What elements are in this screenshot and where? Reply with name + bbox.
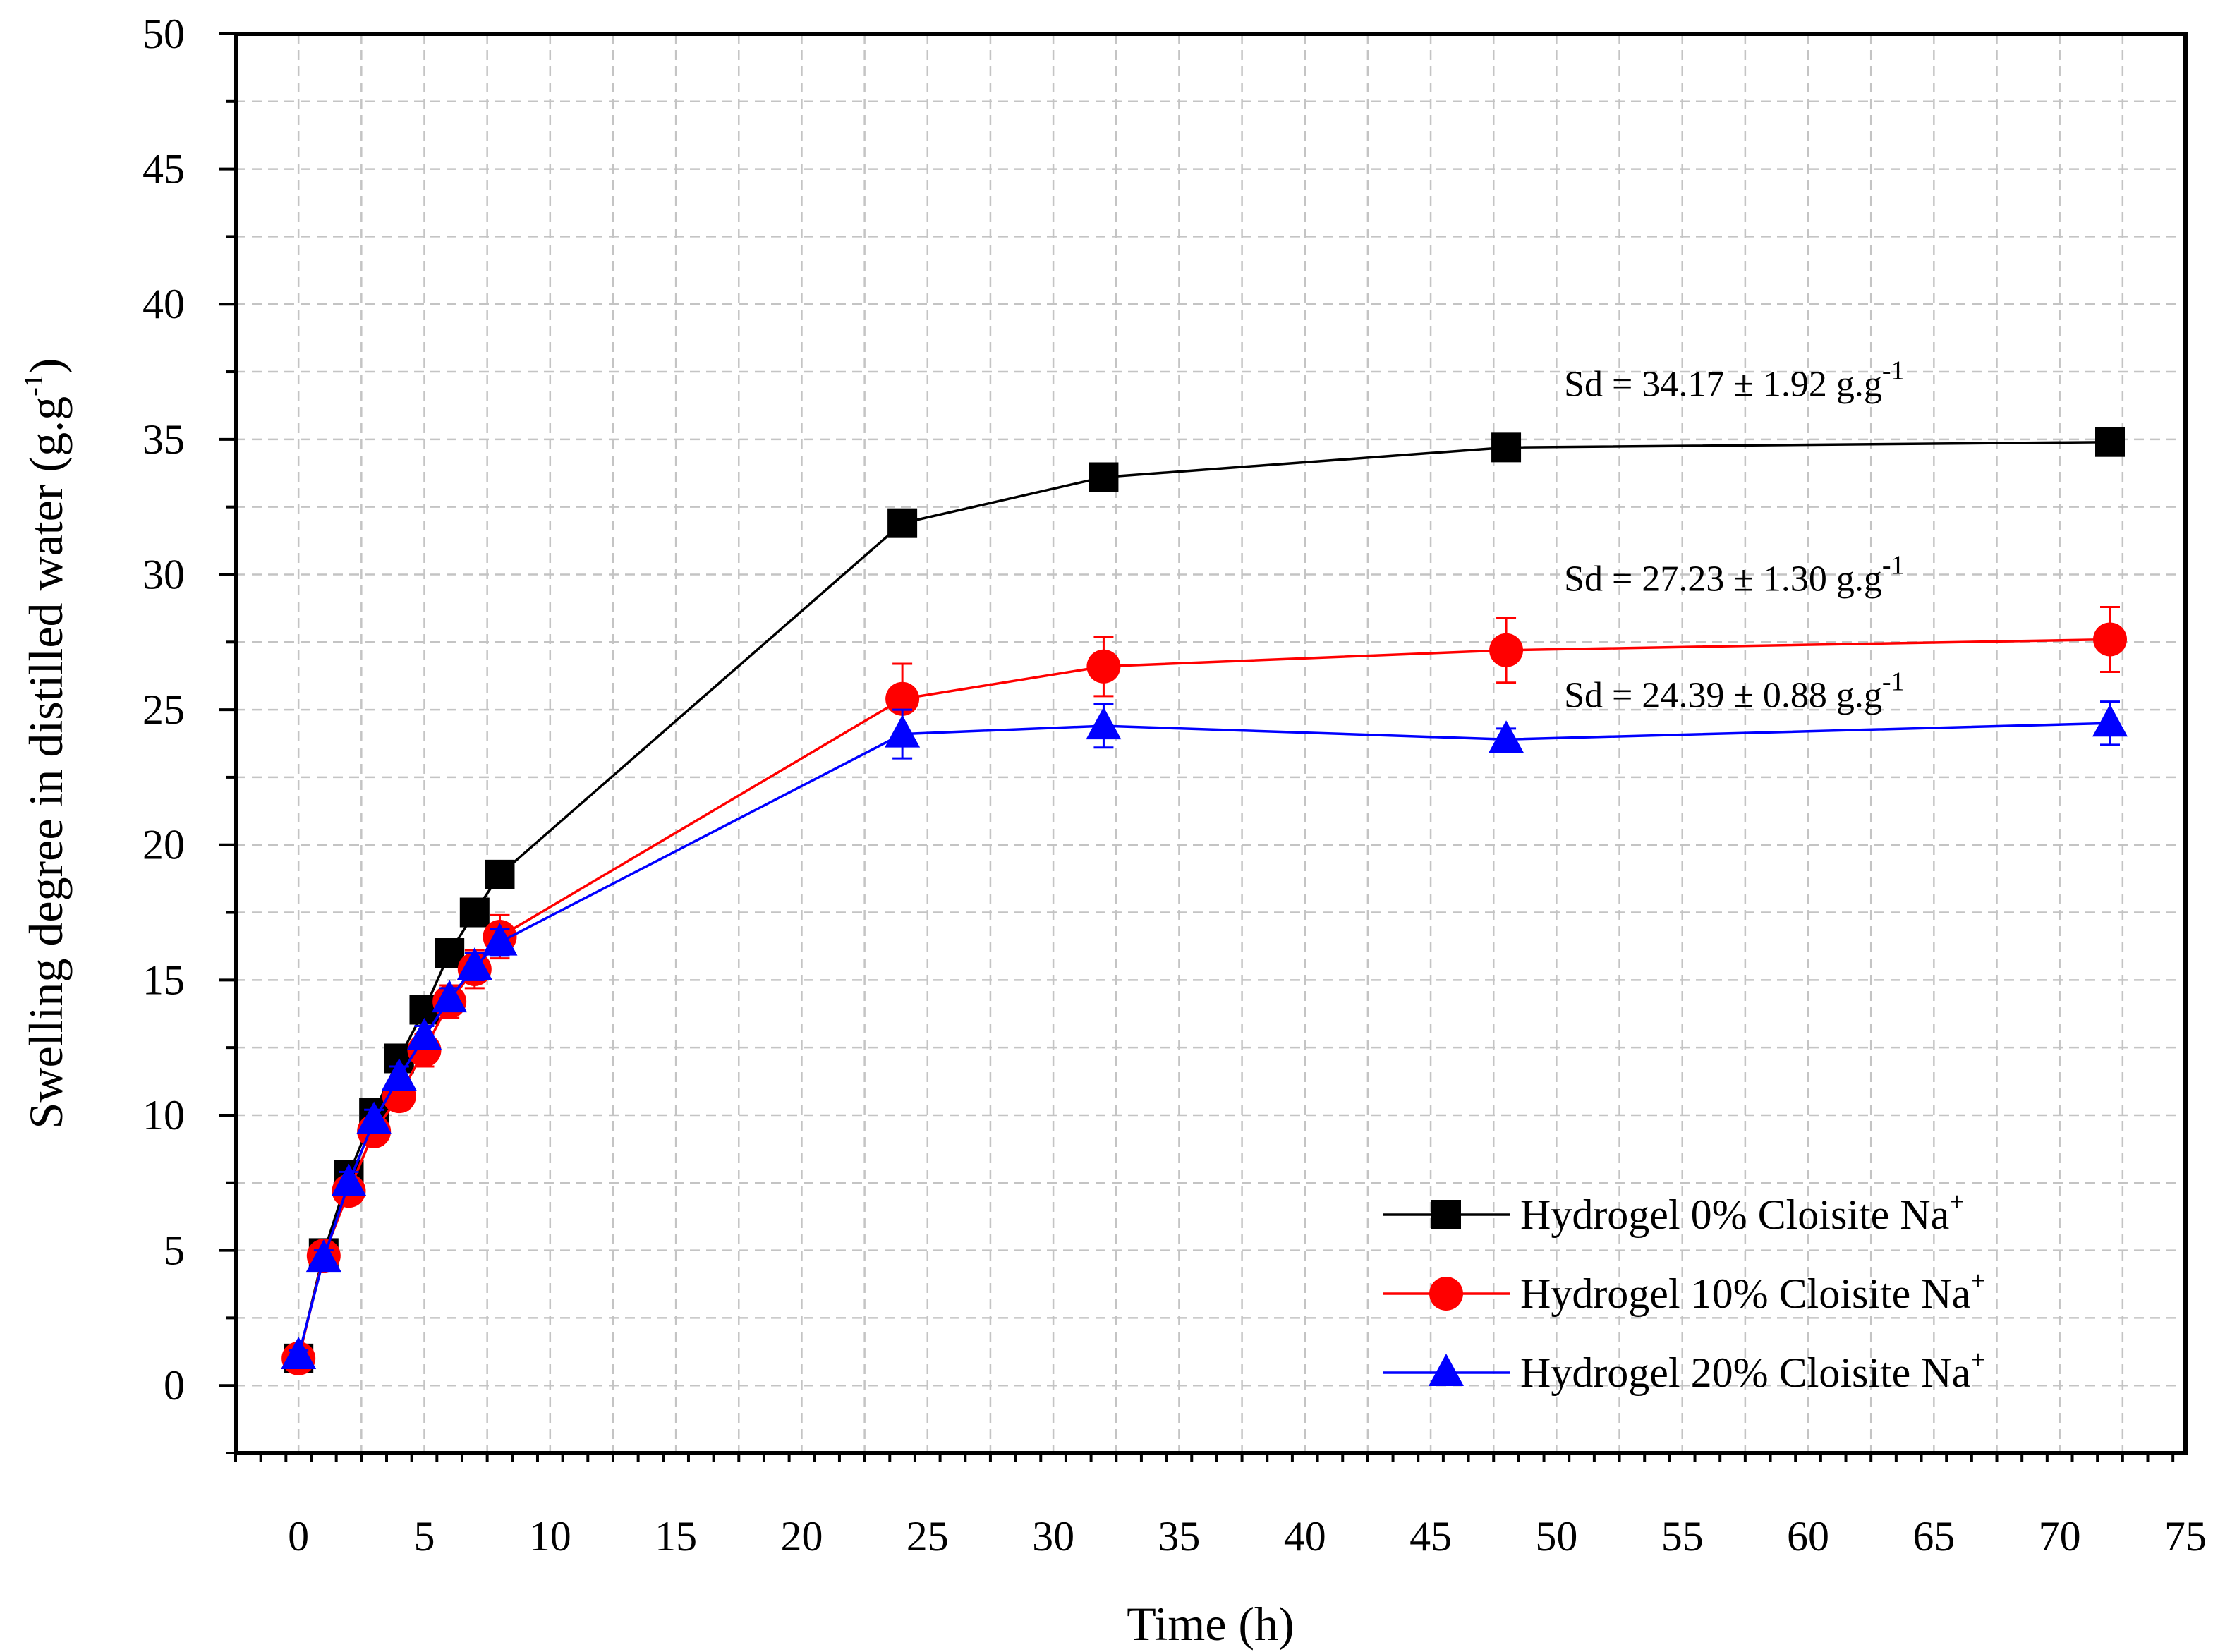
legend-marker: [1429, 1277, 1463, 1311]
legend-label: Hydrogel 0% Cloisite Na+: [1520, 1187, 1965, 1238]
data-point: [2095, 427, 2126, 457]
sd-annotation-sup: -1: [1882, 550, 1905, 580]
y-axis-title-sup: -1: [19, 374, 49, 396]
data-point: [1489, 720, 1524, 753]
data-point: [887, 508, 918, 538]
y-tick-label: 5: [164, 1227, 185, 1274]
x-tick-label: 20: [780, 1513, 823, 1560]
legend-marker: [1431, 1200, 1461, 1229]
x-tick-label: 70: [2039, 1513, 2081, 1560]
legend-label: Hydrogel 10% Cloisite Na+: [1520, 1266, 1986, 1317]
x-tick-label: 45: [1409, 1513, 1452, 1560]
x-tick-label: 65: [1912, 1513, 1955, 1560]
x-tick-label: 60: [1787, 1513, 1829, 1560]
x-tick-label: 75: [2164, 1513, 2207, 1560]
data-point: [356, 1101, 392, 1134]
sd-annotation: Sd = 27.23 ± 1.30 g.g-1: [1564, 550, 1904, 599]
data-point: [482, 923, 518, 956]
data-point: [1491, 432, 1522, 463]
sd-annotation-pm: ±: [1733, 675, 1754, 715]
sd-annotation-text: Sd = 27.23: [1564, 559, 1733, 599]
y-axis-title-main: Swelling degree in distilled water (g.g: [19, 396, 73, 1129]
x-tick-label: 5: [413, 1513, 435, 1560]
data-point: [885, 681, 920, 716]
y-tick-label: 20: [143, 822, 185, 868]
data-point: [485, 859, 515, 889]
legend-label: Hydrogel 20% Cloisite Na+: [1520, 1345, 1986, 1396]
sd-annotation: Sd = 24.39 ± 0.88 g.g-1: [1564, 667, 1904, 715]
data-point: [1086, 707, 1122, 740]
data-point: [459, 897, 490, 928]
x-tick-label: 10: [529, 1513, 571, 1560]
y-tick-label: 45: [143, 146, 185, 193]
legend-item: Hydrogel 10% Cloisite Na+: [1383, 1266, 1986, 1317]
sd-annotation: Sd = 34.17 ± 1.92 g.g-1: [1564, 356, 1904, 405]
y-axis-title-close: ): [19, 358, 73, 375]
series-2: [281, 700, 2128, 1370]
data-point: [1086, 649, 1121, 684]
legend-label-sup: +: [1949, 1187, 1964, 1217]
x-tick-label: 30: [1032, 1513, 1074, 1560]
grid: [236, 34, 2185, 1453]
y-tick-label: 50: [143, 11, 185, 57]
data-point: [1089, 462, 1119, 492]
legend-label-sup: +: [1970, 1345, 1985, 1375]
sd-annotation-pm: ±: [1733, 365, 1754, 405]
y-axis-title: Swelling degree in distilled water (g.g-…: [19, 358, 73, 1129]
y-tick-label: 10: [143, 1092, 185, 1138]
sd-annotation-pm: ±: [1733, 559, 1754, 599]
legend-label-text: Hydrogel 20% Cloisite Na: [1520, 1349, 1970, 1396]
data-point: [331, 1163, 367, 1196]
series-group: [281, 427, 2128, 1375]
x-tick-label: 0: [288, 1513, 309, 1560]
plot-frame: [234, 32, 2188, 1455]
data-point: [381, 1058, 417, 1091]
data-point: [406, 1017, 442, 1050]
x-tick-label: 25: [907, 1513, 949, 1560]
data-point: [432, 980, 468, 1013]
data-point: [2092, 704, 2128, 737]
sd-annotation-value: 1.92 g.g: [1754, 365, 1882, 405]
y-tick-label: 0: [164, 1362, 185, 1409]
y-tick-label: 15: [143, 956, 185, 1003]
legend-item: Hydrogel 0% Cloisite Na+: [1383, 1187, 1965, 1238]
x-tick-label: 15: [655, 1513, 697, 1560]
legend-marker: [1429, 1354, 1464, 1386]
data-point: [305, 1239, 341, 1273]
x-tick-label: 55: [1661, 1513, 1704, 1560]
legend: Hydrogel 0% Cloisite Na+Hydrogel 10% Clo…: [1383, 1187, 1986, 1396]
legend-label-text: Hydrogel 0% Cloisite Na: [1520, 1191, 1949, 1238]
sd-annotation-value: 0.88 g.g: [1754, 675, 1882, 715]
sd-annotation-value: 1.30 g.g: [1754, 559, 1882, 599]
annotations: Sd = 34.17 ± 1.92 g.g-1Sd = 27.23 ± 1.30…: [1564, 356, 1904, 716]
legend-label-text: Hydrogel 10% Cloisite Na: [1520, 1270, 1970, 1317]
sd-annotation-text: Sd = 34.17: [1564, 365, 1733, 405]
sd-annotation-sup: -1: [1882, 356, 1905, 386]
y-tick-label: 25: [143, 686, 185, 733]
y-tick-label: 40: [143, 281, 185, 327]
x-tick-label: 50: [1535, 1513, 1577, 1560]
x-axis-title: Time (h): [1127, 1597, 1294, 1651]
data-point: [456, 947, 492, 980]
x-tick-label: 35: [1158, 1513, 1200, 1560]
data-point: [281, 1337, 317, 1370]
data-point: [2093, 622, 2128, 657]
y-tick-label: 30: [143, 551, 185, 597]
legend-label-sup: +: [1970, 1266, 1985, 1296]
x-tick-label: 40: [1284, 1513, 1326, 1560]
sd-annotation-text: Sd = 24.39: [1564, 675, 1733, 715]
y-tick-label: 35: [143, 416, 185, 463]
legend-item: Hydrogel 20% Cloisite Na+: [1383, 1345, 1986, 1396]
data-point: [1489, 633, 1524, 667]
sd-annotation-sup: -1: [1882, 667, 1905, 696]
data-point: [885, 715, 921, 748]
axis-ticks: 0 5 10 15 20 25 30 35 40 45 50 55 60 65 70 75 0 5 10 15 20 25…: [143, 11, 2207, 1560]
